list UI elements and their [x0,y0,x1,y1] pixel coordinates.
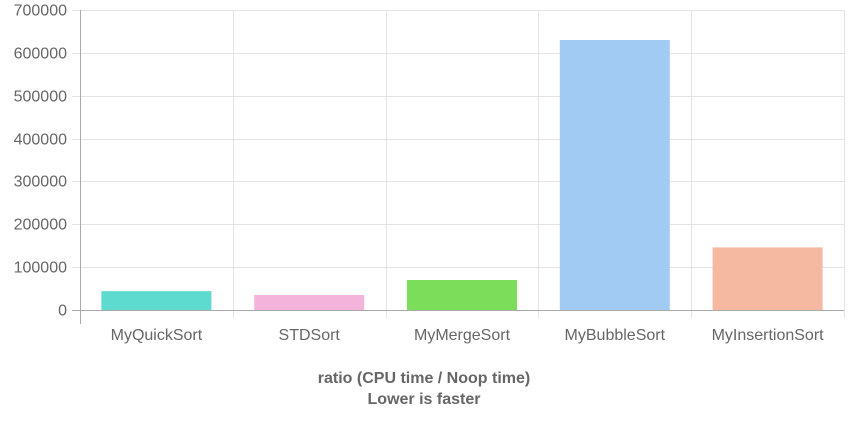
x-axis-title-line-1: ratio (CPU time / Noop time) [318,370,530,387]
y-tick-label-4: 400000 [14,132,67,149]
bar-myinsertionsort [712,247,823,310]
y-tick-label-1: 100000 [14,260,67,277]
x-axis-title-line-2: Lower is faster [368,391,481,408]
bar-myquicksort [101,291,212,310]
bar-mybubblesort [559,40,670,310]
y-tick-label-5: 500000 [14,89,67,106]
x-tick-label-mymergesort: MyMergeSort [414,327,511,344]
x-tick-label-myinsertionsort: MyInsertionSort [712,327,825,344]
y-tick-label-6: 600000 [14,46,67,63]
y-axis-tick-labels: 0 100000 200000 300000 400000 500000 600000 700… [14,3,67,320]
x-axis-tick-labels: MyQuickSort STDSort MyMergeSort MyBubbleSor… [111,327,825,344]
axes [72,10,844,324]
grid-lines [72,10,845,324]
bar-stdsort [254,295,365,310]
y-tick-label-7: 700000 [14,3,67,20]
bars [101,40,823,310]
x-tick-label-stdsort: STDSort [279,327,341,344]
y-tick-label-2: 200000 [14,217,67,234]
y-tick-label-3: 300000 [14,174,67,191]
x-axis-title: ratio (CPU time / Noop time) Lower is fa… [318,370,530,408]
bar-mymergesort [406,280,518,310]
y-tick-label-0: 0 [58,303,67,320]
x-tick-label-mybubblesort: MyBubbleSort [565,327,666,344]
x-tick-label-myquicksort: MyQuickSort [111,327,203,344]
